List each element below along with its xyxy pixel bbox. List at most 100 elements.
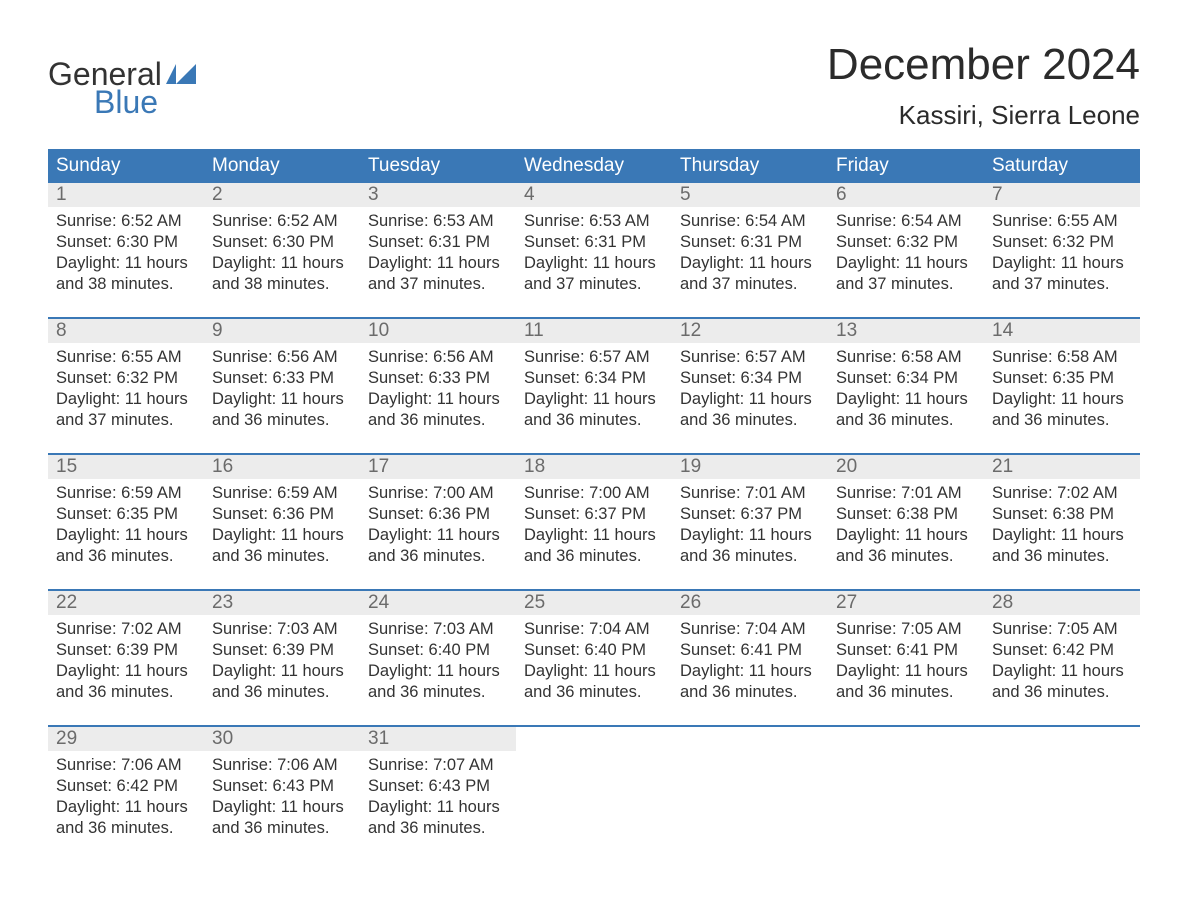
day-dl1: Daylight: 11 hours bbox=[524, 253, 664, 274]
day-dl2: and 37 minutes. bbox=[992, 274, 1132, 295]
day-dl1: Daylight: 11 hours bbox=[524, 525, 664, 546]
calendar-day: 23Sunrise: 7:03 AMSunset: 6:39 PMDayligh… bbox=[204, 591, 360, 711]
day-number: 13 bbox=[828, 319, 984, 343]
calendar-day: 2Sunrise: 6:52 AMSunset: 6:30 PMDaylight… bbox=[204, 183, 360, 303]
day-body: Sunrise: 6:55 AMSunset: 6:32 PMDaylight:… bbox=[48, 343, 204, 433]
day-dl1: Daylight: 11 hours bbox=[368, 797, 508, 818]
day-body: Sunrise: 7:06 AMSunset: 6:43 PMDaylight:… bbox=[204, 751, 360, 841]
day-dl1: Daylight: 11 hours bbox=[992, 253, 1132, 274]
day-sunrise: Sunrise: 7:00 AM bbox=[368, 483, 508, 504]
month-title: December 2024 bbox=[827, 40, 1140, 90]
day-number: 19 bbox=[672, 455, 828, 479]
calendar-day: 25Sunrise: 7:04 AMSunset: 6:40 PMDayligh… bbox=[516, 591, 672, 711]
page-header: General Blue December 2024 Kassiri, Sier… bbox=[48, 40, 1140, 131]
day-dl2: and 36 minutes. bbox=[992, 682, 1132, 703]
day-sunset: Sunset: 6:32 PM bbox=[56, 368, 196, 389]
day-sunrise: Sunrise: 6:58 AM bbox=[836, 347, 976, 368]
day-dl2: and 37 minutes. bbox=[368, 274, 508, 295]
day-dl2: and 38 minutes. bbox=[212, 274, 352, 295]
day-body: Sunrise: 6:59 AMSunset: 6:35 PMDaylight:… bbox=[48, 479, 204, 569]
day-sunset: Sunset: 6:30 PM bbox=[212, 232, 352, 253]
day-dl1: Daylight: 11 hours bbox=[836, 525, 976, 546]
day-sunrise: Sunrise: 7:06 AM bbox=[56, 755, 196, 776]
day-dl2: and 37 minutes. bbox=[56, 410, 196, 431]
calendar-day: 22Sunrise: 7:02 AMSunset: 6:39 PMDayligh… bbox=[48, 591, 204, 711]
day-dl2: and 36 minutes. bbox=[56, 546, 196, 567]
day-dl1: Daylight: 11 hours bbox=[212, 661, 352, 682]
calendar-day bbox=[672, 727, 828, 847]
day-number: 8 bbox=[48, 319, 204, 343]
day-sunset: Sunset: 6:37 PM bbox=[680, 504, 820, 525]
day-sunrise: Sunrise: 6:59 AM bbox=[212, 483, 352, 504]
day-dl2: and 36 minutes. bbox=[368, 410, 508, 431]
day-dl1: Daylight: 11 hours bbox=[368, 389, 508, 410]
day-body: Sunrise: 7:02 AMSunset: 6:39 PMDaylight:… bbox=[48, 615, 204, 705]
day-dl1: Daylight: 11 hours bbox=[368, 661, 508, 682]
day-sunset: Sunset: 6:36 PM bbox=[212, 504, 352, 525]
day-dl1: Daylight: 11 hours bbox=[524, 389, 664, 410]
day-sunrise: Sunrise: 7:05 AM bbox=[992, 619, 1132, 640]
calendar-week: 8Sunrise: 6:55 AMSunset: 6:32 PMDaylight… bbox=[48, 317, 1140, 439]
day-number: 23 bbox=[204, 591, 360, 615]
day-dl2: and 36 minutes. bbox=[56, 818, 196, 839]
day-dl1: Daylight: 11 hours bbox=[56, 525, 196, 546]
day-number: 12 bbox=[672, 319, 828, 343]
day-sunset: Sunset: 6:38 PM bbox=[836, 504, 976, 525]
day-body: Sunrise: 7:01 AMSunset: 6:38 PMDaylight:… bbox=[828, 479, 984, 569]
day-body: Sunrise: 6:52 AMSunset: 6:30 PMDaylight:… bbox=[204, 207, 360, 297]
day-dl2: and 36 minutes. bbox=[368, 546, 508, 567]
day-dl1: Daylight: 11 hours bbox=[836, 253, 976, 274]
weekday-header: Thursday bbox=[672, 149, 828, 183]
day-number: 4 bbox=[516, 183, 672, 207]
day-sunrise: Sunrise: 7:02 AM bbox=[56, 619, 196, 640]
day-body: Sunrise: 6:57 AMSunset: 6:34 PMDaylight:… bbox=[516, 343, 672, 433]
calendar-day bbox=[516, 727, 672, 847]
day-dl1: Daylight: 11 hours bbox=[56, 797, 196, 818]
day-body: Sunrise: 6:56 AMSunset: 6:33 PMDaylight:… bbox=[204, 343, 360, 433]
day-sunrise: Sunrise: 7:02 AM bbox=[992, 483, 1132, 504]
calendar-day bbox=[984, 727, 1140, 847]
day-dl2: and 36 minutes. bbox=[992, 546, 1132, 567]
day-number: 9 bbox=[204, 319, 360, 343]
day-sunrise: Sunrise: 7:04 AM bbox=[524, 619, 664, 640]
day-sunrise: Sunrise: 6:56 AM bbox=[368, 347, 508, 368]
calendar-week: 22Sunrise: 7:02 AMSunset: 6:39 PMDayligh… bbox=[48, 589, 1140, 711]
day-dl2: and 36 minutes. bbox=[212, 818, 352, 839]
day-body: Sunrise: 6:58 AMSunset: 6:34 PMDaylight:… bbox=[828, 343, 984, 433]
day-number: 18 bbox=[516, 455, 672, 479]
day-number: 30 bbox=[204, 727, 360, 751]
calendar-day: 28Sunrise: 7:05 AMSunset: 6:42 PMDayligh… bbox=[984, 591, 1140, 711]
calendar-day: 5Sunrise: 6:54 AMSunset: 6:31 PMDaylight… bbox=[672, 183, 828, 303]
day-body: Sunrise: 7:03 AMSunset: 6:40 PMDaylight:… bbox=[360, 615, 516, 705]
day-sunrise: Sunrise: 6:59 AM bbox=[56, 483, 196, 504]
calendar-day: 13Sunrise: 6:58 AMSunset: 6:34 PMDayligh… bbox=[828, 319, 984, 439]
calendar-day: 3Sunrise: 6:53 AMSunset: 6:31 PMDaylight… bbox=[360, 183, 516, 303]
day-number: 16 bbox=[204, 455, 360, 479]
weekday-header: Saturday bbox=[984, 149, 1140, 183]
day-body: Sunrise: 6:53 AMSunset: 6:31 PMDaylight:… bbox=[360, 207, 516, 297]
day-dl1: Daylight: 11 hours bbox=[680, 389, 820, 410]
day-dl2: and 36 minutes. bbox=[992, 410, 1132, 431]
day-dl1: Daylight: 11 hours bbox=[680, 253, 820, 274]
calendar-week: 29Sunrise: 7:06 AMSunset: 6:42 PMDayligh… bbox=[48, 725, 1140, 847]
day-body: Sunrise: 6:52 AMSunset: 6:30 PMDaylight:… bbox=[48, 207, 204, 297]
day-sunset: Sunset: 6:40 PM bbox=[368, 640, 508, 661]
day-body: Sunrise: 6:59 AMSunset: 6:36 PMDaylight:… bbox=[204, 479, 360, 569]
day-sunset: Sunset: 6:30 PM bbox=[56, 232, 196, 253]
day-dl1: Daylight: 11 hours bbox=[212, 389, 352, 410]
calendar-day: 27Sunrise: 7:05 AMSunset: 6:41 PMDayligh… bbox=[828, 591, 984, 711]
day-dl2: and 36 minutes. bbox=[680, 682, 820, 703]
day-number: 14 bbox=[984, 319, 1140, 343]
day-dl2: and 36 minutes. bbox=[524, 546, 664, 567]
day-dl1: Daylight: 11 hours bbox=[524, 661, 664, 682]
day-sunset: Sunset: 6:33 PM bbox=[368, 368, 508, 389]
calendar-day: 26Sunrise: 7:04 AMSunset: 6:41 PMDayligh… bbox=[672, 591, 828, 711]
day-dl1: Daylight: 11 hours bbox=[212, 797, 352, 818]
day-sunset: Sunset: 6:39 PM bbox=[56, 640, 196, 661]
day-sunset: Sunset: 6:31 PM bbox=[524, 232, 664, 253]
day-sunset: Sunset: 6:41 PM bbox=[680, 640, 820, 661]
day-sunset: Sunset: 6:31 PM bbox=[368, 232, 508, 253]
weekday-header-row: SundayMondayTuesdayWednesdayThursdayFrid… bbox=[48, 149, 1140, 183]
day-sunrise: Sunrise: 7:01 AM bbox=[836, 483, 976, 504]
day-number: 28 bbox=[984, 591, 1140, 615]
